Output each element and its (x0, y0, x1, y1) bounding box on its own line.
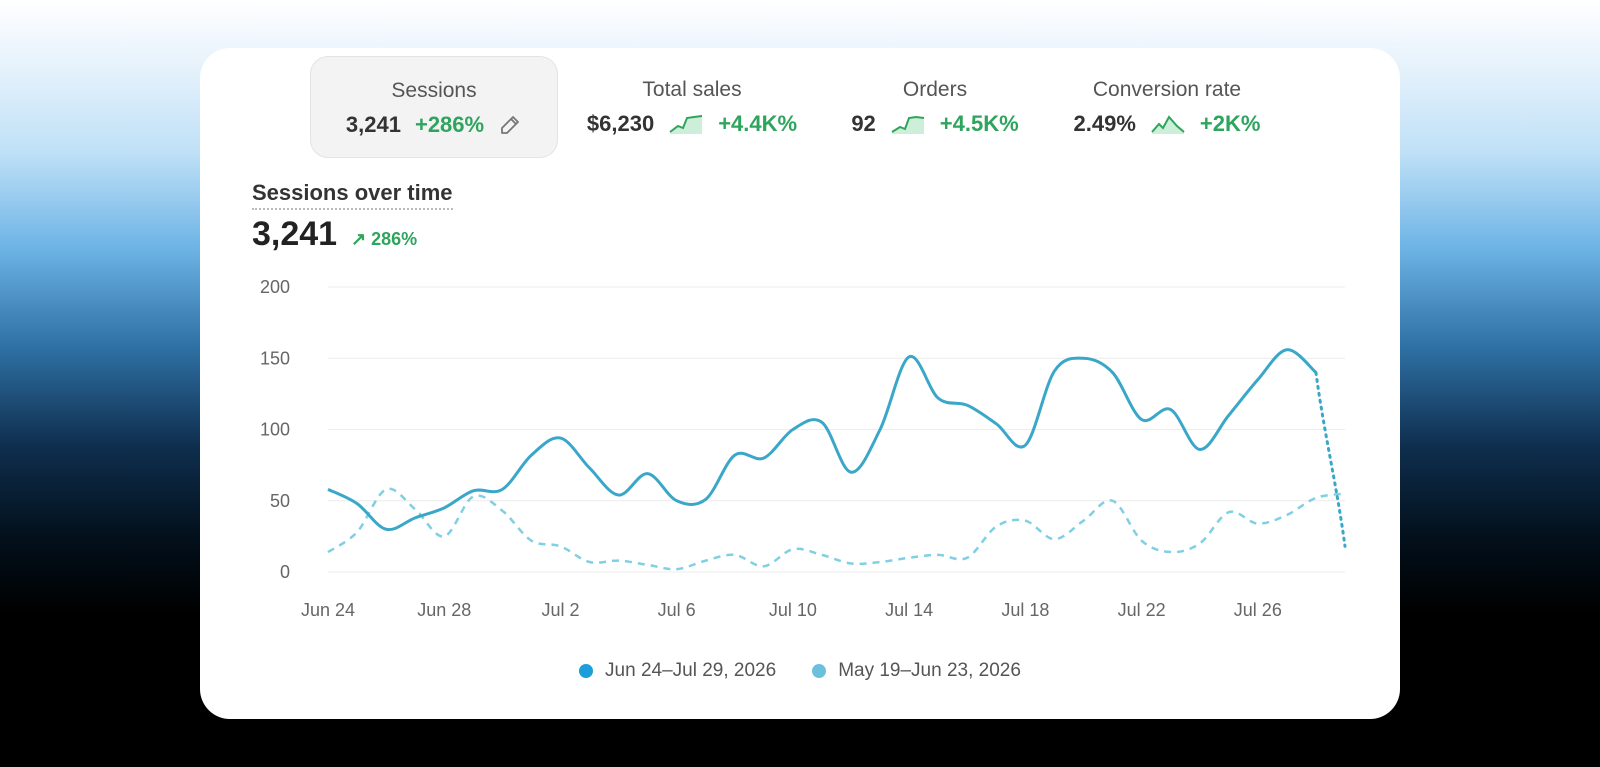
metric-value: 92 (851, 111, 876, 136)
metric-conversion-rate[interactable]: Conversion rate 2.49% +2K% (1062, 56, 1272, 158)
metric-value: $6,230 (586, 111, 655, 136)
x-tick-label: Jul 10 (769, 600, 817, 620)
chart-title[interactable]: Sessions over time (252, 180, 453, 210)
metric-delta: +4.5K% (939, 111, 1019, 136)
legend-label: Jun 24–Jul 29, 2026 (605, 660, 777, 681)
legend-dot-icon (579, 664, 594, 678)
series-previous-line (327, 487, 1346, 571)
metric-sessions[interactable]: Sessions 3,241 +286% (310, 56, 558, 158)
x-tick-label: Jul 2 (541, 600, 579, 620)
legend-item-previous[interactable]: May 19–Jun 23, 2026 (812, 660, 1021, 682)
sparkline-peak-icon (1150, 112, 1186, 136)
arrow-up-right-icon: ↗ (351, 229, 367, 249)
x-tick-label: Jul 6 (658, 600, 696, 620)
x-tick-label: Jun 24 (301, 600, 355, 620)
series-current-line (327, 348, 1317, 532)
y-tick-label: 200 (260, 277, 290, 297)
metric-total-sales[interactable]: Total sales $6,230 +4.4K% (572, 56, 812, 158)
metric-label: Orders (902, 78, 968, 101)
total-sessions-delta: ↗ 286% (351, 229, 417, 250)
y-tick-label: 0 (280, 562, 290, 582)
sparkline-icon (668, 112, 704, 136)
x-tick-label: Jul 26 (1234, 600, 1282, 620)
metric-delta: +4.4K% (718, 111, 798, 136)
metric-delta: +2K% (1199, 111, 1261, 136)
pencil-icon[interactable] (498, 113, 522, 137)
metric-label: Sessions (391, 79, 477, 102)
analytics-card: Sessions 3,241 +286% Total sales $6,230 … (200, 48, 1400, 719)
metric-orders[interactable]: Orders 92 +4.5K% (830, 56, 1040, 158)
delta-value: 286% (371, 229, 418, 249)
x-tick-label: Jul 14 (885, 600, 933, 620)
legend-label: May 19–Jun 23, 2026 (838, 660, 1021, 681)
chart-legend: Jun 24–Jul 29, 2026 May 19–Jun 23, 2026 (200, 660, 1400, 682)
y-tick-label: 100 (260, 420, 290, 440)
metric-value: 2.49% (1073, 111, 1136, 136)
legend-item-current[interactable]: Jun 24–Jul 29, 2026 (579, 660, 776, 682)
x-tick-label: Jun 28 (417, 600, 471, 620)
sparkline-icon (890, 112, 926, 136)
metric-label: Conversion rate (1092, 78, 1242, 101)
metric-delta: +286% (414, 112, 485, 137)
legend-dot-icon (812, 664, 827, 678)
y-tick-label: 50 (270, 491, 290, 511)
x-tick-label: Jul 18 (1001, 600, 1049, 620)
series-current-incomplete-segment (1314, 371, 1347, 548)
x-tick-label: Jul 22 (1118, 600, 1166, 620)
metric-label: Total sales (642, 78, 742, 101)
total-sessions-value: 3,241 (252, 215, 338, 253)
sessions-line-chart: 0 50 100 150 200 Jun 24 Jun 28 Jul 2 Jul 6 Jul 10… (260, 277, 1347, 620)
metric-value: 3,241 (345, 112, 401, 137)
y-tick-label: 150 (260, 348, 290, 368)
